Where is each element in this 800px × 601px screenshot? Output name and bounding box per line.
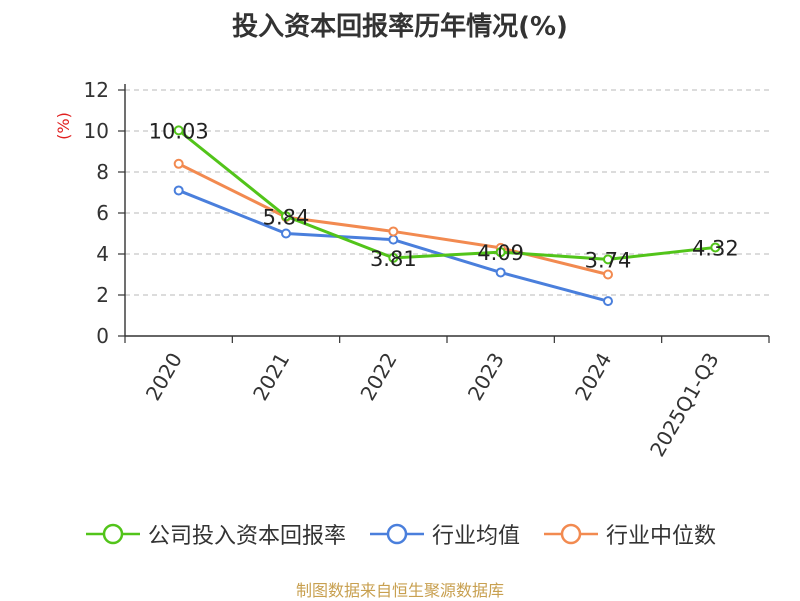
legend-label-company: 公司投入资本回报率 — [147, 524, 346, 549]
x-tick-label: 2024 — [570, 349, 616, 405]
data-label: 3.74 — [585, 248, 632, 272]
data-point — [495, 267, 506, 278]
legend-marker-industry-mean — [369, 523, 424, 545]
x-tick-label: 2023 — [463, 348, 509, 404]
data-point — [388, 226, 399, 237]
chart-title: 投入资本回报率历年情况(%) — [232, 12, 568, 42]
legend-item-industry-mean[interactable]: 行业均值 — [368, 518, 520, 550]
data-point — [388, 234, 399, 245]
data-point — [603, 296, 613, 307]
series-line — [178, 189, 609, 303]
data-label: 5.84 — [263, 205, 310, 229]
data-point — [281, 228, 291, 239]
y-tick-label: 6 — [96, 201, 109, 225]
data-point — [281, 211, 291, 222]
series-line — [177, 129, 716, 261]
data-point — [603, 254, 613, 265]
legend-item-industry-median[interactable]: 行业中位数 — [542, 518, 716, 550]
data-point — [710, 242, 721, 253]
data-point — [173, 185, 184, 196]
data-label: 4.09 — [477, 241, 524, 265]
y-tick-label: 10 — [84, 119, 109, 143]
line-chart: 0 2 4 6 8 10 12 (%) 2020 2021 2022 2023 2024 2025Q1-Q… — [54, 78, 770, 461]
data-label: 10.03 — [149, 119, 209, 143]
legend-marker-company — [85, 523, 140, 545]
data-point — [603, 269, 613, 280]
x-tick-label: 2025Q1-Q3 — [645, 349, 724, 461]
legend-item-company[interactable]: 公司投入资本回报率 — [84, 518, 346, 550]
y-axis-label: (%) — [54, 112, 73, 140]
x-tick-label: 2022 — [355, 349, 401, 405]
y-tick-label: 2 — [96, 283, 109, 307]
legend-label-industry-mean: 行业均值 — [431, 524, 520, 549]
y-tick-label: 8 — [96, 160, 109, 184]
data-point — [173, 125, 184, 136]
data-point — [495, 247, 506, 258]
y-tick-label: 0 — [96, 324, 109, 348]
legend-marker-industry-median — [544, 523, 598, 545]
y-tick-label: 12 — [84, 78, 109, 102]
data-label: 3.81 — [370, 247, 417, 271]
x-tick-label: 2021 — [248, 349, 294, 405]
x-tick-label: 2020 — [141, 349, 187, 405]
y-tick-label: 4 — [96, 242, 109, 266]
legend: 公司投入资本回报率 行业均值 行业中位数 — [0, 518, 800, 550]
data-point — [388, 252, 399, 263]
data-source-note: 制图数据来自恒生聚源数据库 — [295, 581, 504, 600]
legend-label-industry-median: 行业中位数 — [606, 524, 717, 549]
data-label: 4.32 — [692, 236, 739, 260]
data-point — [173, 158, 184, 169]
